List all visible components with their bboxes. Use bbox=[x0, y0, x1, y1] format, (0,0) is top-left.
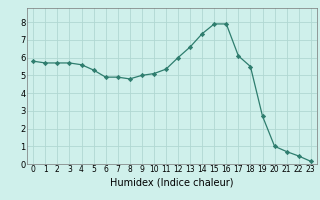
X-axis label: Humidex (Indice chaleur): Humidex (Indice chaleur) bbox=[110, 177, 234, 187]
